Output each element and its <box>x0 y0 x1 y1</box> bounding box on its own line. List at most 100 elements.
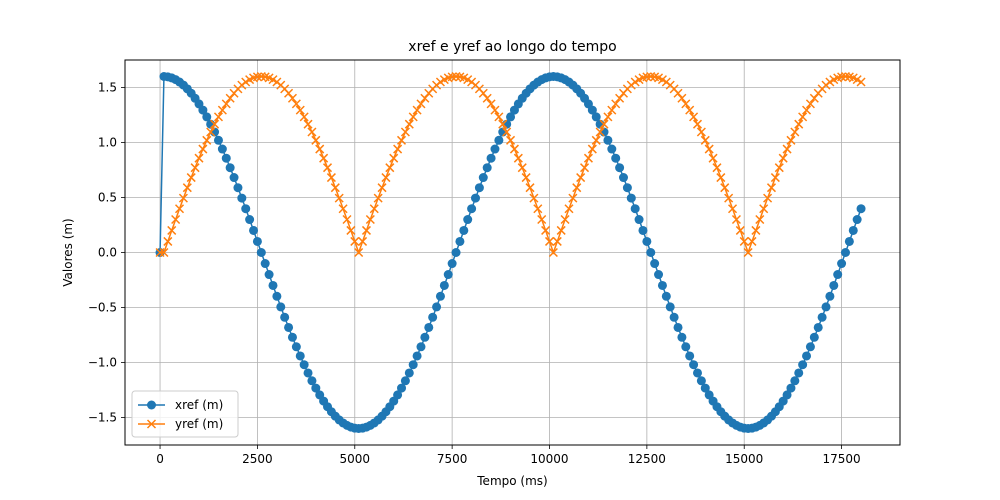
data-point-yref <box>529 193 539 203</box>
data-point-yref <box>541 225 551 235</box>
data-point-xref <box>646 248 656 257</box>
data-point-yref <box>673 88 683 98</box>
data-point-xref <box>494 135 504 145</box>
data-point-xref <box>790 376 800 386</box>
data-point-yref <box>552 236 562 246</box>
data-point-yref <box>478 88 488 98</box>
data-point-yref <box>198 144 208 154</box>
data-point-xref <box>782 390 792 400</box>
data-point-yref <box>778 153 788 163</box>
data-point-xref <box>435 291 445 301</box>
data-point-yref <box>447 72 457 82</box>
data-point-xref <box>490 144 500 154</box>
data-point-xref <box>692 368 702 378</box>
data-point-yref <box>502 127 512 137</box>
data-point-xref <box>237 193 247 203</box>
data-point-xref <box>844 236 854 246</box>
data-point-xref <box>642 236 652 246</box>
data-point-yref <box>685 105 695 115</box>
data-point-xref <box>786 383 796 393</box>
data-point-xref <box>630 204 640 214</box>
data-point-yref <box>385 163 395 173</box>
data-point-yref <box>506 135 516 145</box>
data-point-yref <box>560 214 570 225</box>
data-point-xref <box>280 312 290 322</box>
data-point-xref <box>307 376 317 386</box>
data-point-yref <box>190 163 200 173</box>
data-point-yref <box>517 163 527 173</box>
data-point-xref <box>284 322 294 332</box>
data-point-yref <box>159 247 169 258</box>
data-point-yref <box>513 153 523 163</box>
data-point-xref <box>404 368 414 378</box>
data-point-xref <box>802 351 812 361</box>
data-point-xref <box>805 342 815 352</box>
data-point-xref <box>202 112 212 122</box>
data-point-xref <box>295 351 305 361</box>
x-tick-label: 2500 <box>242 452 273 466</box>
data-point-yref <box>759 204 769 214</box>
data-point-yref <box>498 119 508 129</box>
data-point-yref <box>494 112 504 122</box>
data-point-xref <box>486 153 496 163</box>
y-tick-label: 1.5 <box>98 81 117 95</box>
data-point-xref <box>657 280 667 290</box>
data-point-xref <box>428 312 438 322</box>
data-point-xref <box>587 105 597 115</box>
data-point-yref <box>163 236 173 246</box>
x-tick-label: 7500 <box>437 452 468 466</box>
data-point-yref <box>311 135 321 145</box>
data-point-xref <box>416 342 426 352</box>
legend-label-yref: yref (m) <box>175 417 223 431</box>
data-point-xref <box>420 332 430 342</box>
data-point-yref <box>564 204 574 214</box>
data-point-xref <box>650 259 660 269</box>
data-point-yref <box>482 93 492 103</box>
data-point-yref <box>486 99 496 109</box>
data-point-yref <box>646 71 656 82</box>
data-point-yref <box>396 135 407 145</box>
x-tick-label: 10000 <box>530 452 568 466</box>
data-point-yref <box>373 193 383 203</box>
data-point-xref <box>615 163 625 173</box>
data-point-yref <box>696 127 706 137</box>
data-point-yref <box>591 135 601 145</box>
data-point-yref <box>681 99 691 109</box>
data-point-yref <box>611 99 621 109</box>
data-point-xref <box>603 135 613 145</box>
data-point-xref <box>482 163 492 173</box>
data-point-yref <box>692 119 703 129</box>
y-axis-label: Valores (m) <box>61 218 75 286</box>
data-point-yref <box>537 214 547 225</box>
data-point-xref <box>439 280 449 290</box>
data-point-xref <box>611 153 621 163</box>
data-point-yref <box>798 112 808 122</box>
data-point-xref <box>821 302 831 312</box>
data-point-xref <box>506 112 516 122</box>
data-point-xref <box>424 322 434 332</box>
data-point-yref <box>369 204 379 214</box>
data-point-yref <box>393 144 403 154</box>
data-point-xref <box>252 236 262 246</box>
y-tick-label: −1.5 <box>88 411 117 425</box>
data-point-xref <box>634 215 644 225</box>
data-point-xref <box>622 183 632 193</box>
data-point-xref <box>272 291 282 301</box>
data-point-xref <box>233 183 243 193</box>
data-point-yref <box>303 119 313 129</box>
data-point-yref <box>568 193 578 203</box>
data-point-xref <box>817 312 827 322</box>
data-point-xref <box>840 248 850 257</box>
data-point-yref <box>217 105 227 115</box>
data-point-xref <box>825 291 835 301</box>
data-point-yref <box>210 119 220 129</box>
y-tick-label: 0.5 <box>98 191 117 205</box>
data-point-yref <box>720 183 730 193</box>
data-point-yref <box>319 153 329 163</box>
data-point-yref <box>404 119 414 129</box>
data-point-xref <box>833 270 843 280</box>
data-point-xref <box>221 153 231 163</box>
data-point-yref <box>607 105 617 115</box>
data-point-yref <box>595 127 605 137</box>
data-point-yref <box>416 99 426 109</box>
